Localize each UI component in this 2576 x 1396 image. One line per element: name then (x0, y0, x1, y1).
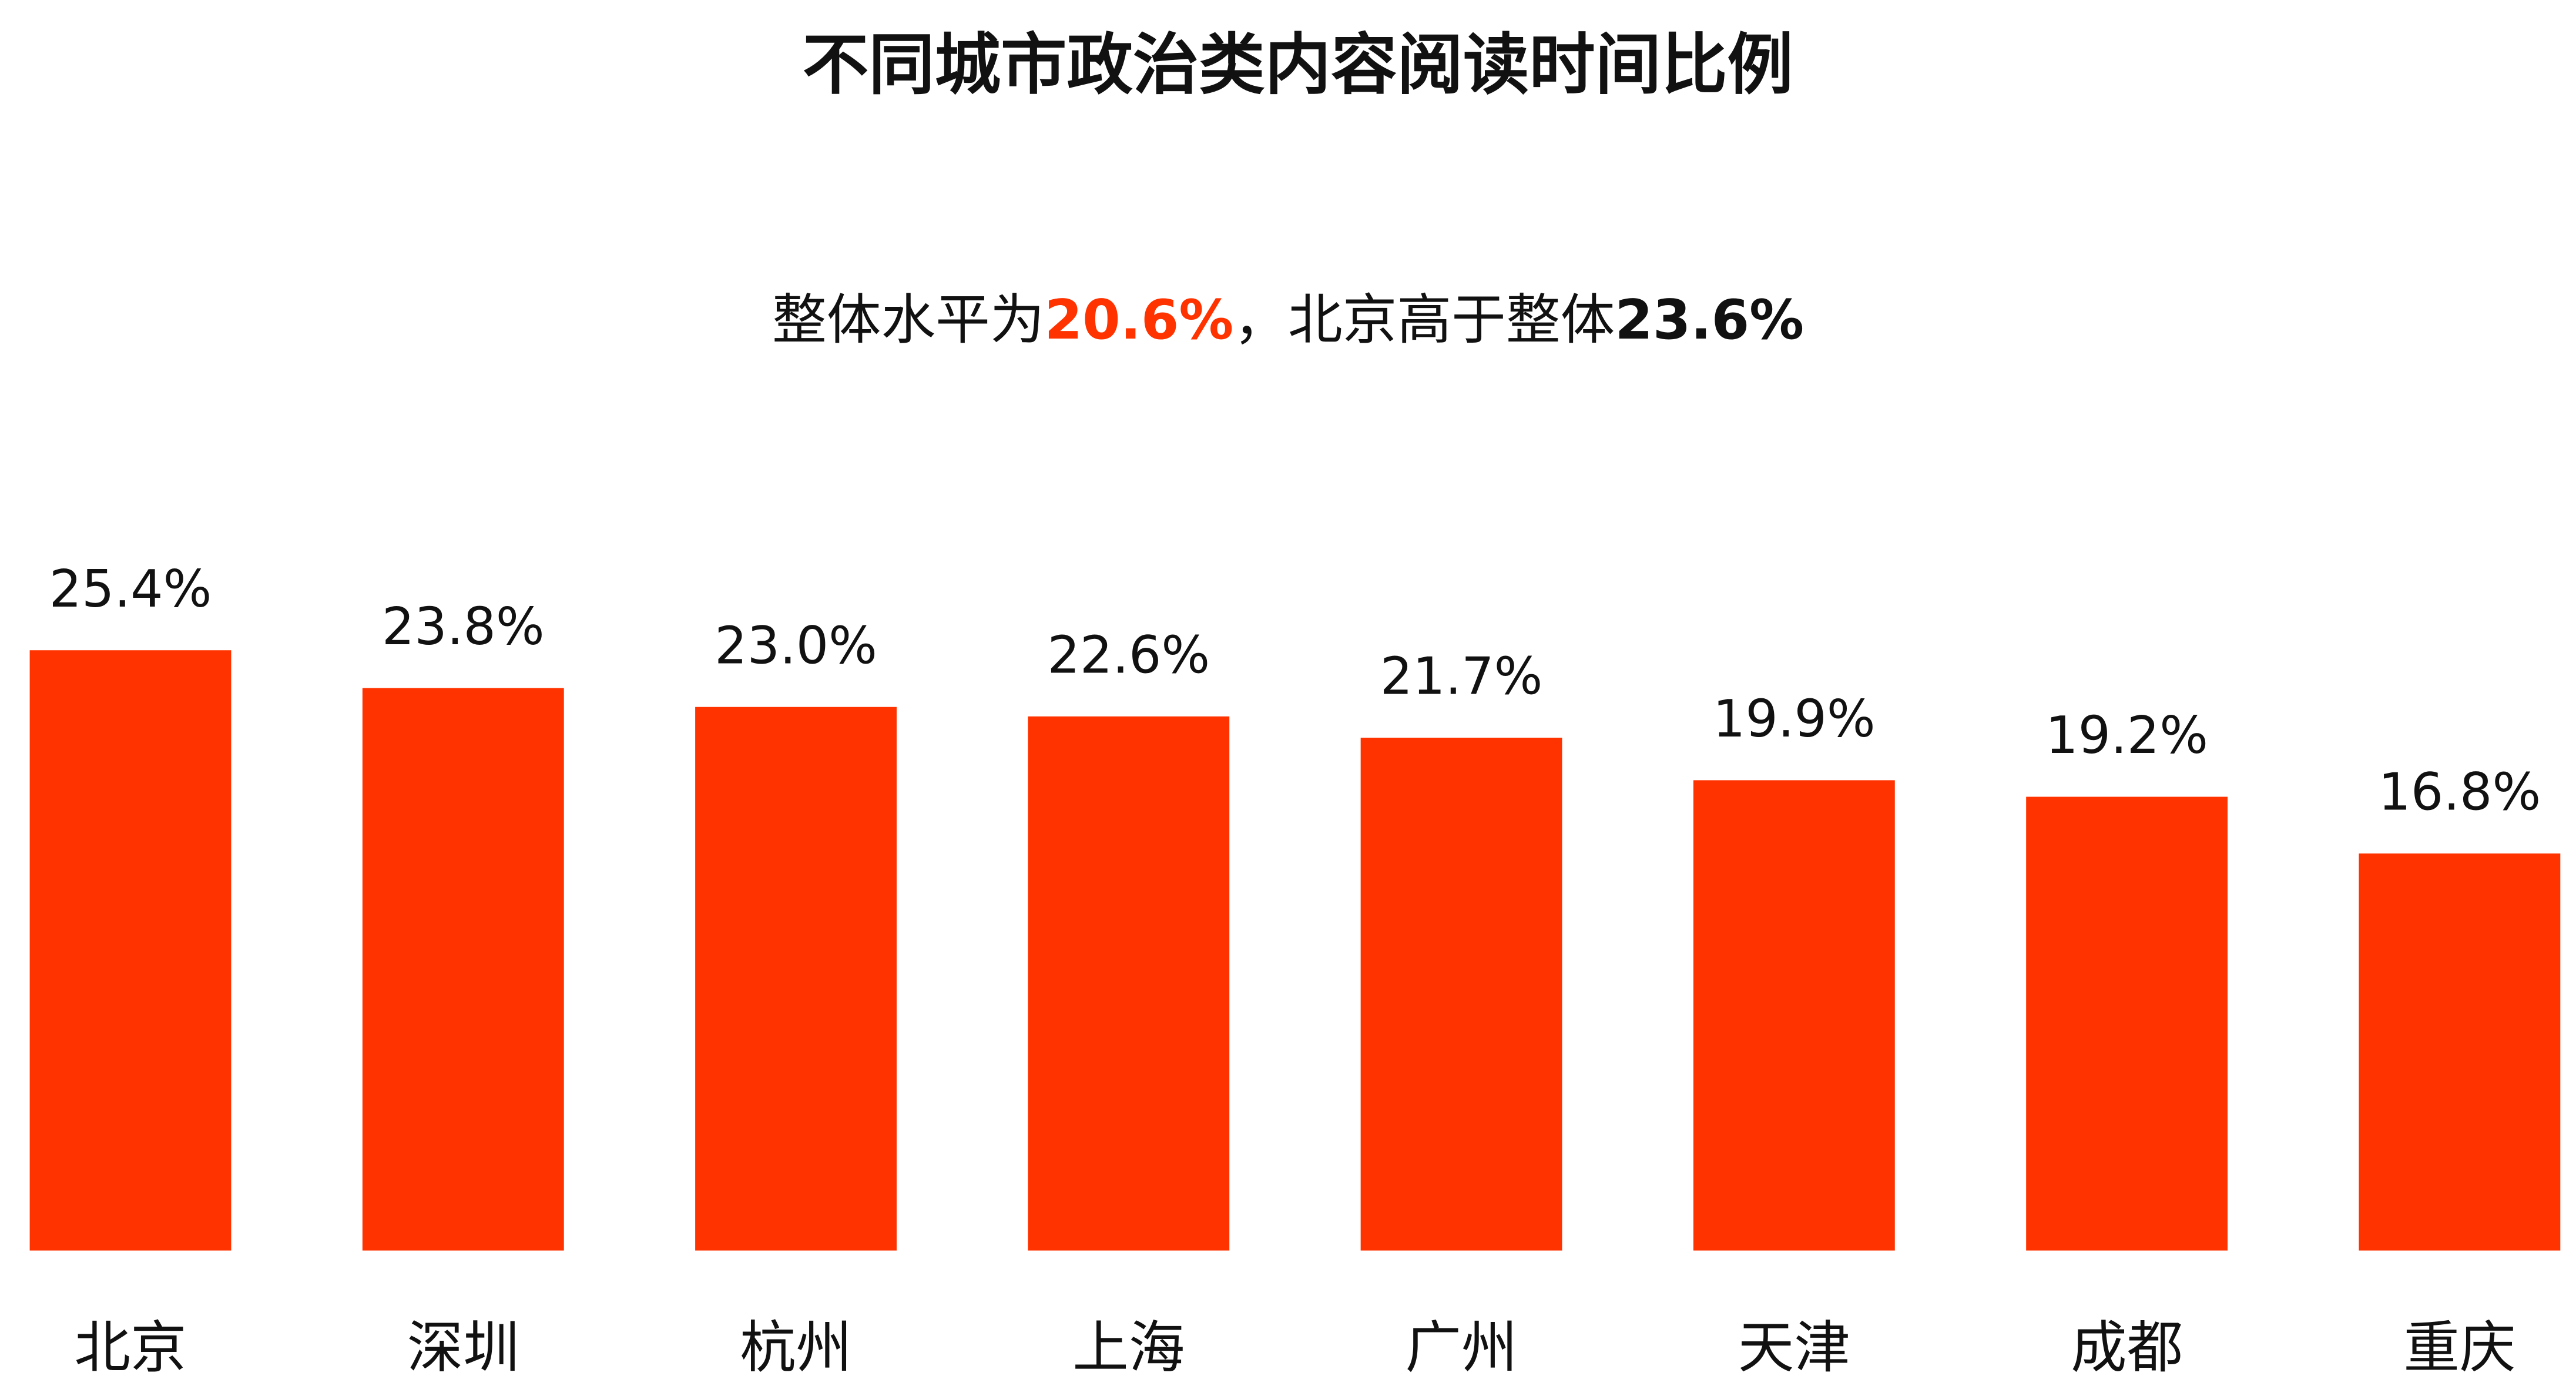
x-tick-label: 北京 (74, 1314, 186, 1380)
value-label: 21.7% (1380, 647, 1543, 707)
x-tick-label: 成都 (2071, 1314, 2183, 1380)
chart-title: 不同城市政治类内容阅读时间比例 (803, 26, 1793, 103)
value-label: 23.0% (715, 615, 877, 675)
bar (362, 688, 564, 1251)
bar (1693, 780, 1895, 1251)
value-label: 19.9% (1713, 689, 1876, 749)
value-label: 23.8% (382, 597, 545, 657)
x-tick-label: 天津 (1738, 1314, 1850, 1380)
bar (1360, 738, 1562, 1251)
x-tick-label: 杭州 (740, 1314, 852, 1380)
bar (695, 707, 897, 1251)
subtitle-text: ，北京高于整体 (1233, 288, 1615, 351)
bar (29, 650, 232, 1251)
value-label: 19.2% (2045, 705, 2208, 765)
value-label: 16.8% (2379, 762, 2541, 822)
value-label: 25.4% (49, 559, 212, 619)
x-tick-label: 广州 (1406, 1314, 1518, 1380)
bar (2026, 796, 2228, 1251)
subtitle-text: 整体水平为 (772, 288, 1045, 351)
subtitle-highlight: 20.6% (1045, 288, 1234, 351)
x-tick-label: 上海 (1072, 1314, 1185, 1380)
x-tick-label: 重庆 (2403, 1314, 2515, 1380)
value-label: 22.6% (1047, 625, 1210, 685)
bar (2359, 853, 2561, 1251)
subtitle-highlight: 23.6% (1615, 288, 1804, 351)
x-tick-label: 深圳 (407, 1314, 519, 1380)
subtitle: 整体水平为20.6%，北京高于整体23.6% (772, 288, 1804, 351)
bar (1028, 716, 1230, 1251)
